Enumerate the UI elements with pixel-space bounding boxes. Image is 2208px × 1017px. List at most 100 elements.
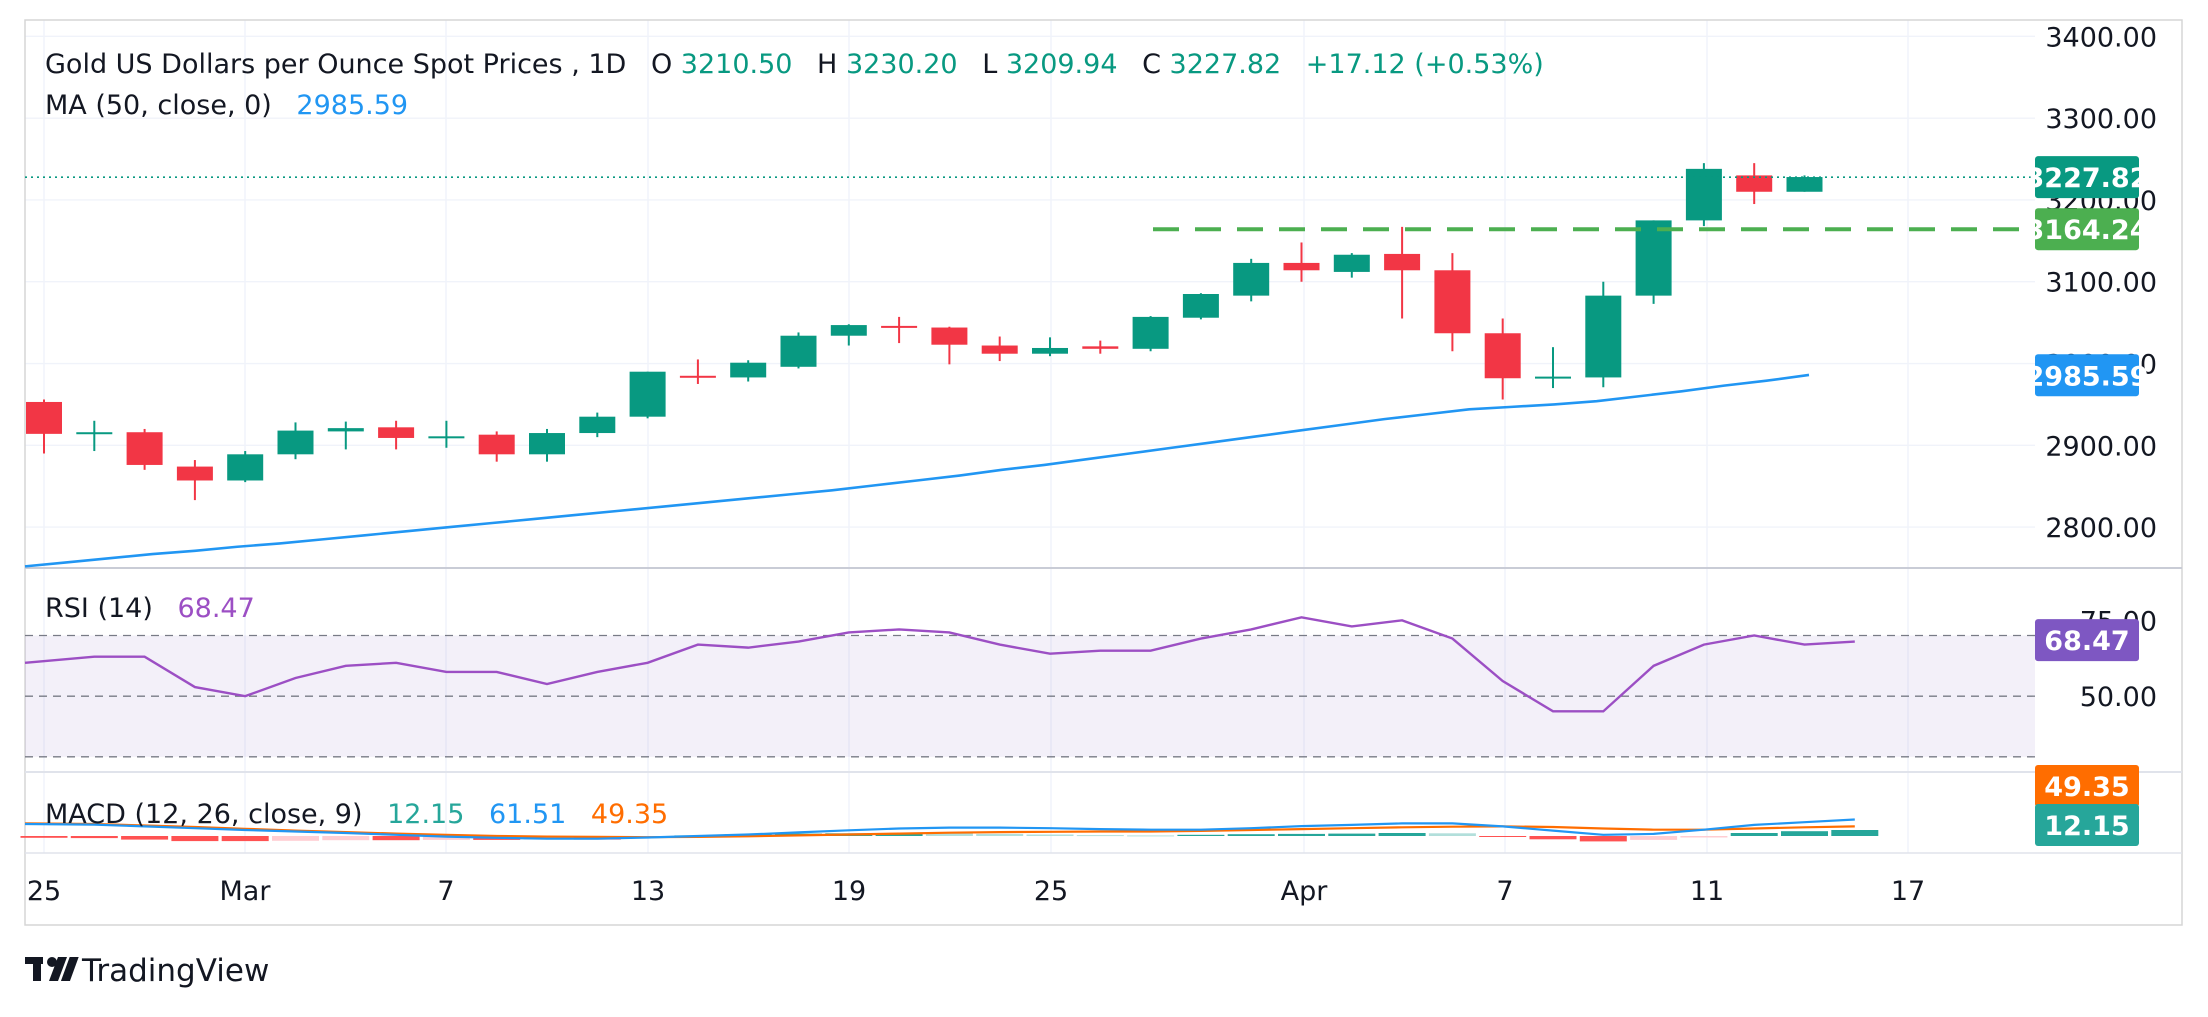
candle-mar-7[interactable]	[428, 420, 465, 448]
ma-legend-value: 2985.59	[296, 90, 408, 121]
date-tick-2: 7	[437, 876, 454, 907]
candle-body	[227, 454, 264, 481]
candle-mar-3[interactable]	[227, 451, 264, 483]
candle-feb-27[interactable]	[126, 428, 163, 470]
candle-mar-14[interactable]	[679, 359, 716, 384]
macd-hist-bar	[322, 836, 370, 841]
date-axis[interactable]: 25 Mar 7 13 19 25 Apr 7 11 17	[27, 876, 1925, 907]
ma-legend[interactable]: MA (50, close, 0) 2985.59	[45, 90, 408, 121]
macd-hist-bar	[372, 836, 420, 841]
candle-body	[428, 436, 465, 439]
ma-layer	[24, 373, 1810, 568]
candle-layer[interactable]	[26, 163, 1823, 501]
price-tick-2900.00: 2900.00	[2045, 431, 2157, 462]
macd-hist-bar	[1076, 835, 1124, 837]
date-tick-4: 19	[832, 876, 866, 907]
candle-body	[830, 325, 867, 336]
candle-feb-26[interactable]	[76, 420, 113, 452]
candle-mar-5[interactable]	[327, 421, 364, 450]
macd-hist-bar	[1177, 834, 1225, 836]
macd-hist-bar	[1328, 833, 1376, 836]
macd-hist-bar	[1227, 834, 1275, 836]
resistance-badge-bg	[2035, 208, 2139, 251]
candle-apr-10[interactable]	[1635, 220, 1672, 304]
candle-apr-7[interactable]	[1484, 318, 1521, 400]
candle-mar-27[interactable]	[1132, 316, 1169, 352]
legend-close-label: C	[1142, 49, 1161, 80]
candle-apr-2[interactable]	[1333, 253, 1370, 278]
price-legend-line[interactable]: Gold US Dollars per Ounce Spot Prices , …	[45, 49, 1544, 80]
candle-apr-4[interactable]	[1434, 253, 1471, 352]
macd-line[interactable]	[24, 818, 1855, 840]
candle-mar-28[interactable]	[1182, 293, 1219, 320]
price-axis[interactable]: 2800.002900.003000.003100.003200.003300.…	[2045, 22, 2157, 544]
rsi-line[interactable]	[24, 616, 1855, 713]
candle-mar-4[interactable]	[277, 422, 314, 460]
candle-apr-11[interactable]	[1685, 163, 1722, 227]
rsi-legend-label: RSI (14)	[45, 593, 153, 624]
candle-apr-8[interactable]	[1535, 347, 1571, 389]
candle-mar-24[interactable]	[981, 336, 1018, 362]
candle-mar-31[interactable]	[1233, 258, 1270, 302]
macd-hist-bar	[1680, 836, 1728, 838]
macd-hist-bar	[1428, 833, 1476, 836]
candle-body	[629, 371, 666, 417]
candle-apr-3[interactable]	[1384, 226, 1421, 319]
candle-mar-26[interactable]	[1082, 340, 1119, 354]
candle-body	[1535, 376, 1571, 379]
ma-legend-label: MA (50, close, 0)	[45, 90, 272, 121]
candle-apr-9[interactable]	[1585, 281, 1622, 388]
chart-frame	[24, 19, 2183, 926]
date-tick-7: 7	[1496, 876, 1513, 907]
rsi-axis: 75.0050.00	[2080, 606, 2157, 713]
macd-hist-bar	[272, 836, 319, 841]
candle-mar-19[interactable]	[830, 324, 867, 346]
legend-high-label: H	[817, 49, 837, 80]
ma-line[interactable]	[24, 373, 1810, 568]
macd-hist-bar	[422, 836, 470, 840]
candle-apr-1[interactable]	[1283, 242, 1320, 282]
candle-mar-18[interactable]	[780, 332, 817, 369]
legend-low-label: L	[982, 49, 997, 80]
candle-body	[76, 432, 113, 435]
legend-open-value: 3210.50	[681, 49, 793, 80]
candle-mar-25[interactable]	[1032, 337, 1068, 357]
macd-hist-bar	[70, 836, 118, 839]
macd-hist-bar	[1378, 833, 1426, 836]
candle-body	[1333, 254, 1370, 272]
legend-change: +17.12 (+0.53%)	[1306, 49, 1544, 80]
macd-hist-bar	[121, 836, 169, 840]
macd-legend[interactable]: MACD (12, 26, close, 9) 12.15 61.51 49.3…	[45, 799, 668, 830]
candle-feb-25[interactable]	[26, 399, 62, 454]
date-tick-6: Apr	[1281, 876, 1329, 907]
candle-mar-12[interactable]	[579, 412, 616, 438]
last-price-badge-text: 3227.82	[2026, 163, 2149, 194]
macd-hist-bar	[1579, 836, 1627, 842]
candle-apr-15[interactable]	[1786, 175, 1823, 192]
macd-hist-bar	[1278, 833, 1325, 836]
candle-feb-28[interactable]	[176, 460, 213, 501]
candle-body	[1082, 346, 1119, 349]
legend-interval: 1D	[588, 49, 626, 80]
date-tick-3: 13	[631, 876, 665, 907]
candle-body	[1384, 253, 1421, 271]
candle-mar-13[interactable]	[629, 371, 666, 419]
candle-mar-20[interactable]	[881, 316, 918, 344]
candle-mar-17[interactable]	[730, 360, 767, 382]
macd-hist-bar	[1730, 833, 1778, 836]
price-tick-3100.00: 3100.00	[2045, 268, 2157, 299]
tradingview-branding[interactable]: TradingView	[25, 953, 269, 989]
candle-mar-21[interactable]	[931, 326, 968, 365]
macd-signal-badge-bg	[2035, 765, 2139, 807]
rsi-legend[interactable]: RSI (14) 68.47	[45, 593, 255, 624]
macd-value-badge: 12.15	[2035, 804, 2139, 846]
candle-apr-14[interactable]	[1736, 163, 1773, 205]
candle-mar-10[interactable]	[478, 431, 515, 462]
macd-hist-bar	[1781, 831, 1828, 836]
candle-mar-11[interactable]	[529, 428, 565, 462]
candle-mar-6[interactable]	[378, 420, 415, 450]
macd-hist-bar	[1630, 836, 1678, 840]
